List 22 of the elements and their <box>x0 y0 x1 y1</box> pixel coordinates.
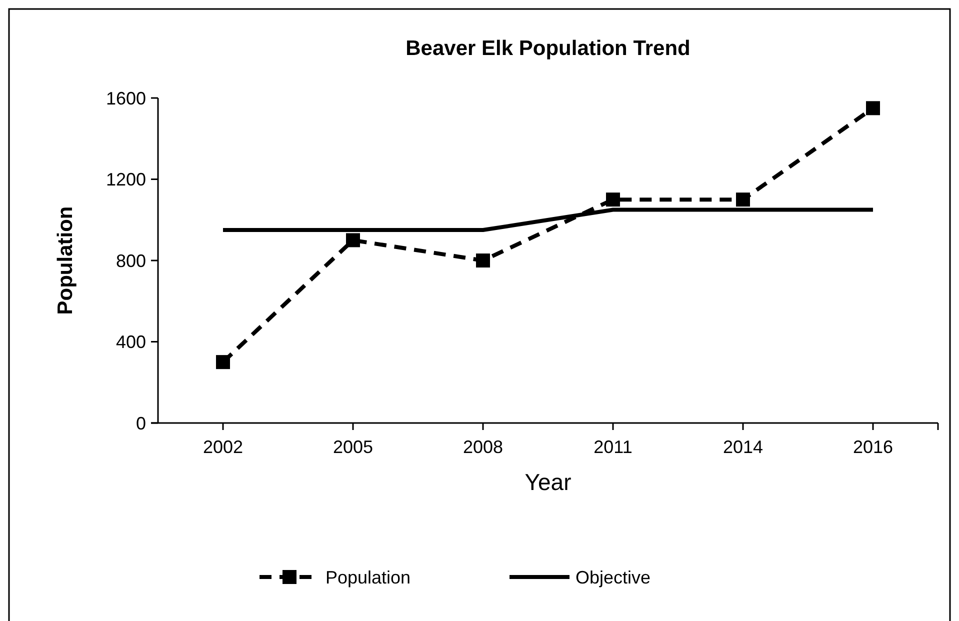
y-axis-title: Population <box>54 206 77 315</box>
y-tick-label: 400 <box>116 332 146 352</box>
point <box>736 192 750 207</box>
x-tick-label: 2008 <box>462 437 504 457</box>
point <box>866 101 880 116</box>
point <box>476 254 490 268</box>
point <box>346 233 360 248</box>
y-tick-label: 1200 <box>106 170 146 190</box>
x-tick-label: 2011 <box>594 437 632 457</box>
point <box>216 355 230 370</box>
y-tick-label: 800 <box>116 250 146 271</box>
y-tick-label: 0 <box>136 413 146 434</box>
x-tick-label: 2014 <box>722 437 764 457</box>
x-tick-label: 2016 <box>852 437 894 457</box>
x-tick-label: 2002 <box>202 437 244 457</box>
legend-label: Population <box>326 567 411 588</box>
point <box>606 192 620 207</box>
x-tick-label: 2005 <box>332 437 374 457</box>
x-axis-title: Year <box>524 469 572 495</box>
legend-label: Objective <box>576 567 651 588</box>
y-tick-label: 1600 <box>106 88 146 108</box>
chart-title: Beaver Elk Population Trend <box>406 37 690 60</box>
